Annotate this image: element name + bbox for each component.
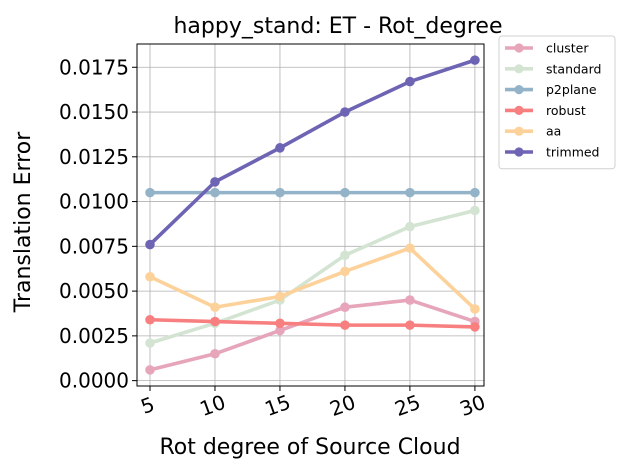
legend-marker <box>514 85 524 95</box>
series-p2plane <box>145 187 480 198</box>
x-tick-label: 20 <box>326 390 358 421</box>
data-point-trimmed <box>145 239 155 250</box>
x-tick-label: 5 <box>138 392 158 419</box>
legend-item-robust: robust <box>505 103 586 118</box>
legend-label: aa <box>546 124 561 139</box>
data-point-aa <box>405 243 415 253</box>
series-robust <box>145 314 480 332</box>
data-point-robust <box>275 318 285 329</box>
data-point-aa <box>145 271 155 282</box>
data-point-p2plane <box>405 187 415 198</box>
legend-marker <box>514 105 524 115</box>
y-tick-label: 0.0075 <box>59 234 129 258</box>
data-point-cluster <box>145 365 155 375</box>
y-axis-label: Translation Error <box>11 131 36 313</box>
plot-frame <box>136 43 485 387</box>
y-tick-label: 0.0100 <box>59 190 129 214</box>
legend-marker <box>514 147 524 157</box>
data-point-trimmed <box>275 143 285 153</box>
series-trimmed <box>145 55 480 250</box>
y-tick-label: 0.0175 <box>59 55 129 79</box>
legend-label: robust <box>546 103 586 118</box>
data-point-standard <box>405 221 415 232</box>
series-line-trimmed <box>148 58 477 247</box>
data-point-robust <box>145 314 155 325</box>
x-tick-label: 10 <box>197 390 229 421</box>
legend-marker <box>514 43 524 53</box>
series-cluster <box>145 295 480 375</box>
y-tick-label: 0.0000 <box>59 369 129 393</box>
data-point-aa <box>275 291 285 302</box>
data-point-robust <box>340 320 350 330</box>
x-axis-label: Rot degree of Source Cloud <box>159 435 460 460</box>
data-point-p2plane <box>275 187 285 198</box>
y-tick-label: 0.0050 <box>59 279 129 303</box>
data-point-p2plane <box>145 187 155 198</box>
legend-marker <box>514 126 524 136</box>
data-point-cluster <box>275 325 285 336</box>
data-point-cluster <box>210 348 220 359</box>
data-point-standard <box>145 338 155 348</box>
y-tick-label: 0.0025 <box>59 324 129 348</box>
series-line-aa <box>148 246 477 311</box>
data-point-trimmed <box>470 55 480 65</box>
chart-title: happy_stand: ET - Rot_degree <box>173 14 502 39</box>
data-point-cluster <box>340 302 350 313</box>
data-point-aa <box>340 266 350 277</box>
y-tick-label: 0.0125 <box>59 145 129 169</box>
x-tick-label: 15 <box>262 390 294 421</box>
legend-label: standard <box>546 61 601 76</box>
series-line-standard <box>148 208 477 345</box>
legend-label: p2plane <box>546 82 597 97</box>
legend-item-aa: aa <box>505 124 561 139</box>
x-tick-label: 25 <box>391 390 423 421</box>
series-aa <box>145 243 480 314</box>
y-axis-ticks: 0.0000 0.0025 0.0050 0.0075 0.0100 0.0125 0.01… <box>59 55 137 393</box>
data-point-p2plane <box>470 187 480 198</box>
data-point-standard <box>340 250 350 261</box>
data-point-trimmed <box>210 177 220 187</box>
grid-lines <box>137 44 484 386</box>
data-point-aa <box>210 302 220 313</box>
legend-label: trimmed <box>546 145 600 160</box>
series-line-cluster <box>148 298 477 372</box>
data-point-trimmed <box>340 107 350 117</box>
series-layer <box>145 55 480 375</box>
x-axis-ticks: 5 10 15 20 25 30 <box>138 386 489 421</box>
legend-item-standard: standard <box>505 61 601 76</box>
data-point-p2plane <box>340 187 350 198</box>
x-tick-label: 30 <box>456 390 488 421</box>
legend: cluster standard p2plane robust aa trimmed <box>498 35 616 170</box>
data-point-robust <box>405 320 415 330</box>
data-point-robust <box>210 316 220 327</box>
y-tick-label: 0.0150 <box>59 100 129 124</box>
data-point-standard <box>470 205 480 216</box>
data-point-p2plane <box>210 187 220 198</box>
legend-marker <box>514 64 524 74</box>
data-point-aa <box>470 304 480 314</box>
data-point-cluster <box>405 295 415 305</box>
legend-item-trimmed: trimmed <box>505 145 600 160</box>
legend-item-p2plane: p2plane <box>505 82 597 97</box>
legend-item-cluster: cluster <box>505 41 589 56</box>
data-point-robust <box>470 322 480 332</box>
data-point-trimmed <box>405 76 415 87</box>
series-line-robust <box>148 317 477 329</box>
legend-label: cluster <box>546 41 589 56</box>
